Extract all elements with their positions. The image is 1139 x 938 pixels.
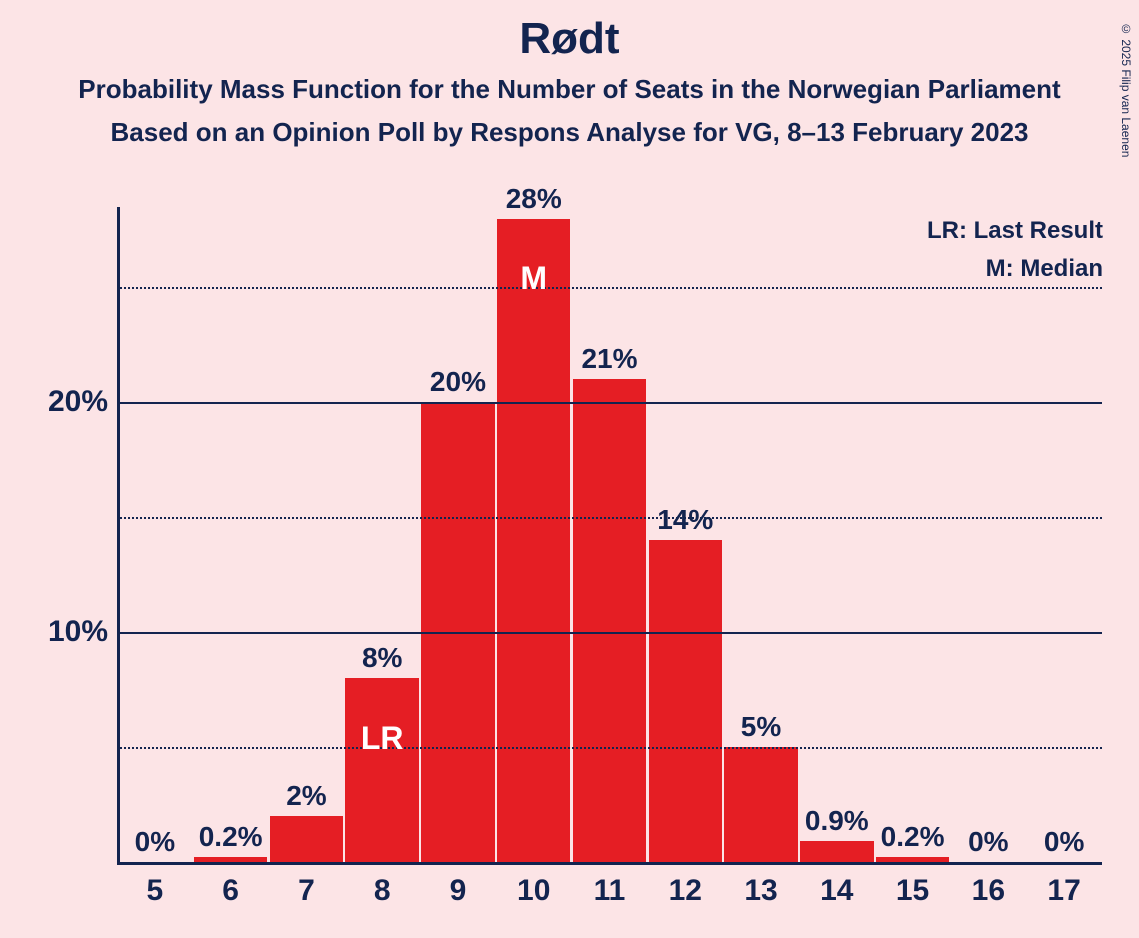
x-tick-label: 6 xyxy=(222,874,239,908)
bar xyxy=(270,816,343,862)
bar-value-label: 0% xyxy=(1044,826,1084,858)
bar-value-label: 0% xyxy=(135,826,175,858)
x-tick-label: 17 xyxy=(1047,874,1080,908)
bar-value-label: 0.2% xyxy=(881,821,945,853)
y-tick-label: 10% xyxy=(48,615,108,649)
gridline-major xyxy=(117,402,1102,404)
gridline-minor xyxy=(117,747,1102,749)
in-bar-annotation: LR xyxy=(361,720,404,757)
x-tick-label: 8 xyxy=(374,874,391,908)
bar-value-label: 0.9% xyxy=(805,805,869,837)
bar xyxy=(497,219,570,863)
x-tick-label: 12 xyxy=(669,874,702,908)
x-tick-label: 14 xyxy=(820,874,853,908)
chart-subtitle2: Based on an Opinion Poll by Respons Anal… xyxy=(0,117,1139,148)
x-axis xyxy=(117,862,1102,865)
in-bar-annotation: M xyxy=(520,260,547,297)
bars-container xyxy=(117,207,1102,862)
bar-value-label: 0.2% xyxy=(199,821,263,853)
bar xyxy=(800,841,873,862)
bar xyxy=(345,678,418,862)
chart-area: 10%20% 567891011121314151617 0%0.2%2%8%2… xyxy=(117,207,1102,862)
x-tick-label: 11 xyxy=(594,874,626,908)
y-tick-label: 20% xyxy=(48,385,108,419)
gridline-minor xyxy=(117,287,1102,289)
bar-value-label: 20% xyxy=(430,366,486,398)
bar xyxy=(724,747,797,862)
bar-value-label: 21% xyxy=(581,343,637,375)
x-tick-label: 15 xyxy=(896,874,929,908)
x-tick-label: 10 xyxy=(517,874,550,908)
gridline-major xyxy=(117,632,1102,634)
bar xyxy=(876,857,949,862)
x-tick-label: 16 xyxy=(972,874,1005,908)
bar-value-label: 0% xyxy=(968,826,1008,858)
x-tick-label: 9 xyxy=(450,874,467,908)
x-tick-label: 13 xyxy=(744,874,777,908)
bar xyxy=(649,540,722,862)
x-tick-label: 5 xyxy=(147,874,164,908)
bar-value-label: 14% xyxy=(657,504,713,536)
bar-value-label: 5% xyxy=(741,711,781,743)
chart-subtitle: Probability Mass Function for the Number… xyxy=(0,74,1139,105)
bar xyxy=(194,857,267,862)
x-tick-label: 7 xyxy=(298,874,315,908)
bar-value-label: 2% xyxy=(286,780,326,812)
credit-text: © 2025 Filip van Laenen xyxy=(1119,22,1133,157)
gridline-minor xyxy=(117,517,1102,519)
bar-value-label: 8% xyxy=(362,642,402,674)
bar-value-label: 28% xyxy=(506,183,562,215)
chart-title: Rødt xyxy=(0,14,1139,64)
bar xyxy=(573,379,646,862)
